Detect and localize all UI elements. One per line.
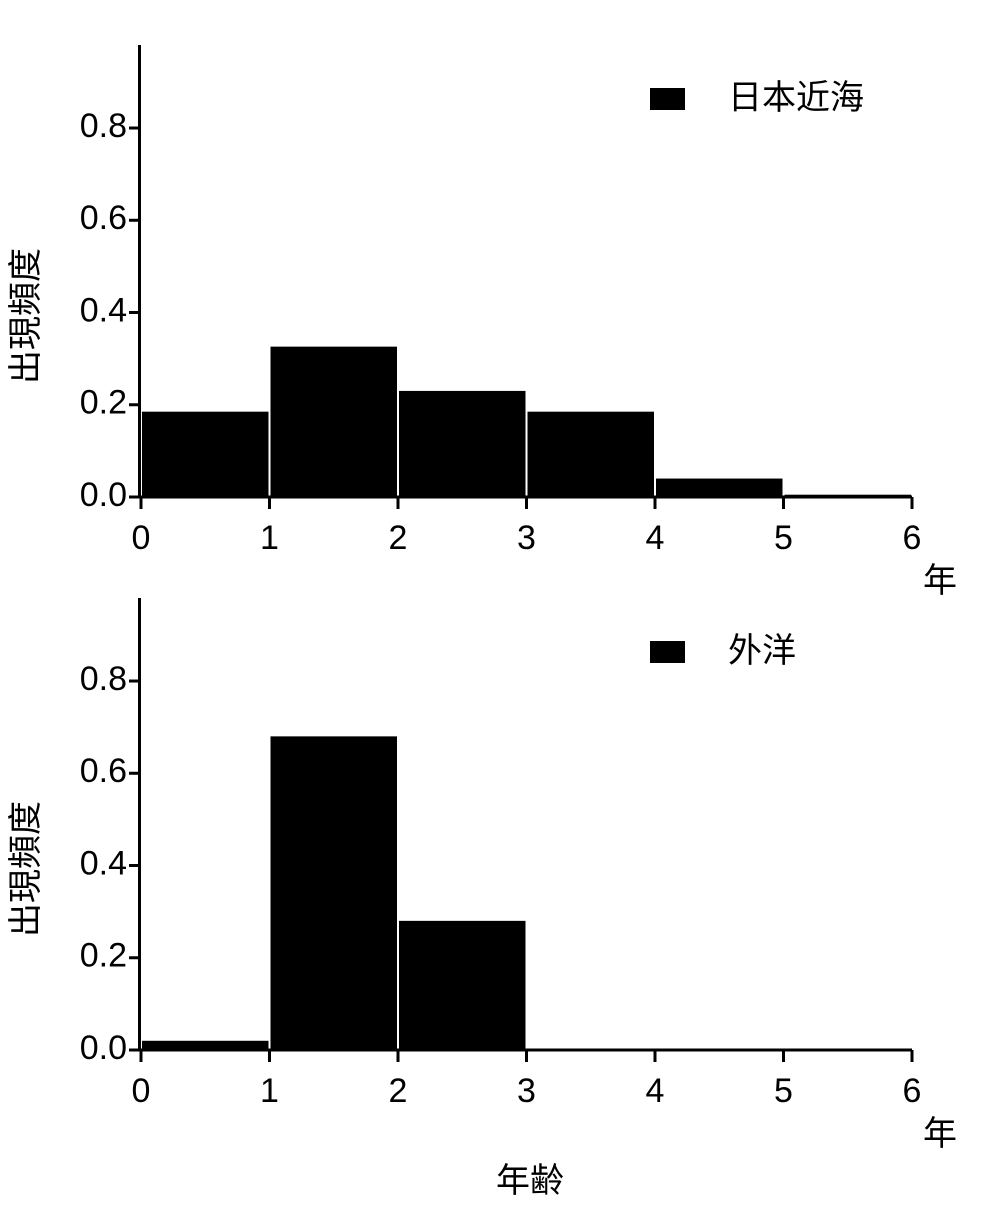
- legend-label: 外洋: [728, 632, 796, 670]
- x-tick-label: 3: [517, 1072, 536, 1110]
- y-tick-label: 0.2: [80, 937, 127, 975]
- legend-swatch: [650, 88, 685, 110]
- x-tick-label: 3: [517, 519, 536, 557]
- x-axis-label: 年: [923, 1115, 957, 1153]
- bar: [399, 920, 526, 1050]
- y-tick-label: 0.8: [80, 107, 127, 145]
- bar: [270, 736, 397, 1050]
- y-axis-label: 出現頻度: [7, 248, 45, 384]
- x-tick-label: 2: [389, 1072, 408, 1110]
- y-tick-label: 0.4: [80, 844, 127, 882]
- x-tick-label: 4: [646, 519, 665, 557]
- x-tick-label: 4: [646, 1072, 665, 1110]
- y-tick-label: 0.0: [80, 476, 127, 514]
- y-tick-label: 0.0: [80, 1029, 127, 1067]
- y-tick-label: 0.2: [80, 384, 127, 422]
- legend-swatch: [650, 641, 685, 663]
- bar: [142, 1040, 269, 1050]
- x-tick-label: 2: [389, 519, 408, 557]
- bar: [656, 478, 783, 497]
- x-tick-label: 6: [903, 1072, 922, 1110]
- legend-label: 日本近海: [728, 79, 864, 117]
- bar: [527, 411, 654, 497]
- x-tick-label: 0: [132, 519, 151, 557]
- y-tick-label: 0.6: [80, 752, 127, 790]
- x-tick-label: 0: [132, 1072, 151, 1110]
- y-axis-label: 出現頻度: [7, 801, 45, 937]
- bar: [270, 346, 397, 497]
- x-tick-label: 1: [260, 519, 279, 557]
- y-tick-label: 0.4: [80, 291, 127, 329]
- x-axis-label: 年: [923, 562, 957, 600]
- bar: [399, 390, 526, 497]
- y-tick-label: 0.8: [80, 660, 127, 698]
- x-tick-label: 6: [903, 519, 922, 557]
- bar: [142, 411, 269, 497]
- y-tick-label: 0.6: [80, 199, 127, 237]
- x-tick-label: 5: [774, 1072, 793, 1110]
- figure-x-label: 年齢: [496, 1162, 564, 1200]
- x-tick-label: 5: [774, 519, 793, 557]
- x-tick-label: 1: [260, 1072, 279, 1110]
